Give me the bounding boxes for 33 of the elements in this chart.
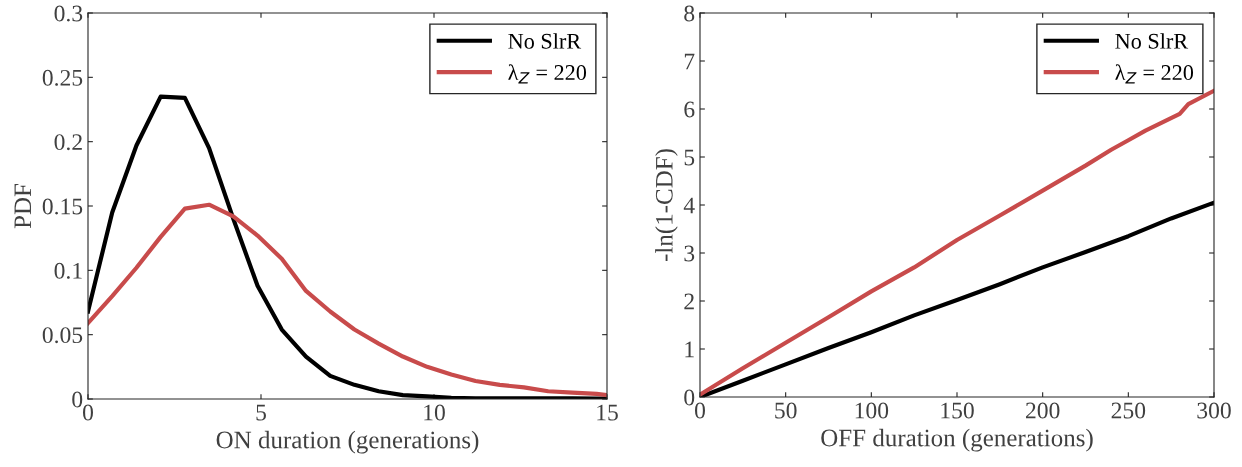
y-tick-label: 0.05 bbox=[42, 327, 83, 344]
y-tick-label: 6 bbox=[684, 101, 695, 118]
y-tick-label: 0.25 bbox=[42, 69, 83, 86]
y-tick-label: 2 bbox=[684, 293, 694, 310]
y-axis-title: -ln(1-CDF) bbox=[655, 149, 678, 262]
x-tick-label: 100 bbox=[855, 402, 889, 419]
y-tick-label: 3 bbox=[684, 245, 695, 262]
y-tick-label: 0.3 bbox=[54, 5, 83, 22]
x-axis-title: ON duration (generations) bbox=[216, 430, 479, 454]
x-tick-label: 200 bbox=[1025, 402, 1060, 419]
x-tick-label: 5 bbox=[256, 404, 266, 421]
x-tick-label: 15 bbox=[597, 404, 618, 421]
x-tick-label: 150 bbox=[941, 402, 974, 419]
legend-label: No SlrR bbox=[508, 33, 582, 49]
y-tick-label: 4 bbox=[683, 197, 695, 214]
legend-label: No SlrR bbox=[1115, 33, 1189, 49]
y-tick-label: 0.2 bbox=[54, 134, 82, 151]
y-tick-label: 0 bbox=[72, 391, 83, 408]
y-tick-label: 7 bbox=[684, 53, 695, 70]
y-tick-label: 0.1 bbox=[54, 262, 82, 279]
legend-label: λ$_{Z}$ = 220 bbox=[1115, 64, 1194, 84]
y-tick-label: 0 bbox=[684, 389, 695, 406]
y-axis-title: PDF bbox=[14, 183, 31, 229]
x-tick-label: 250 bbox=[1111, 402, 1146, 419]
x-tick-label: 300 bbox=[1197, 402, 1231, 419]
x-tick-label: 50 bbox=[775, 402, 797, 419]
y-tick-label: 5 bbox=[684, 149, 695, 166]
y-tick-label: 1 bbox=[685, 341, 694, 358]
y-tick-label: 8 bbox=[684, 5, 695, 22]
x-tick-label: 10 bbox=[424, 404, 445, 421]
y-tick-label: 0.15 bbox=[42, 198, 83, 215]
legend-label: λ$_{Z}$ = 220 bbox=[508, 64, 587, 84]
x-axis-title: OFF duration (generations) bbox=[821, 428, 1093, 452]
